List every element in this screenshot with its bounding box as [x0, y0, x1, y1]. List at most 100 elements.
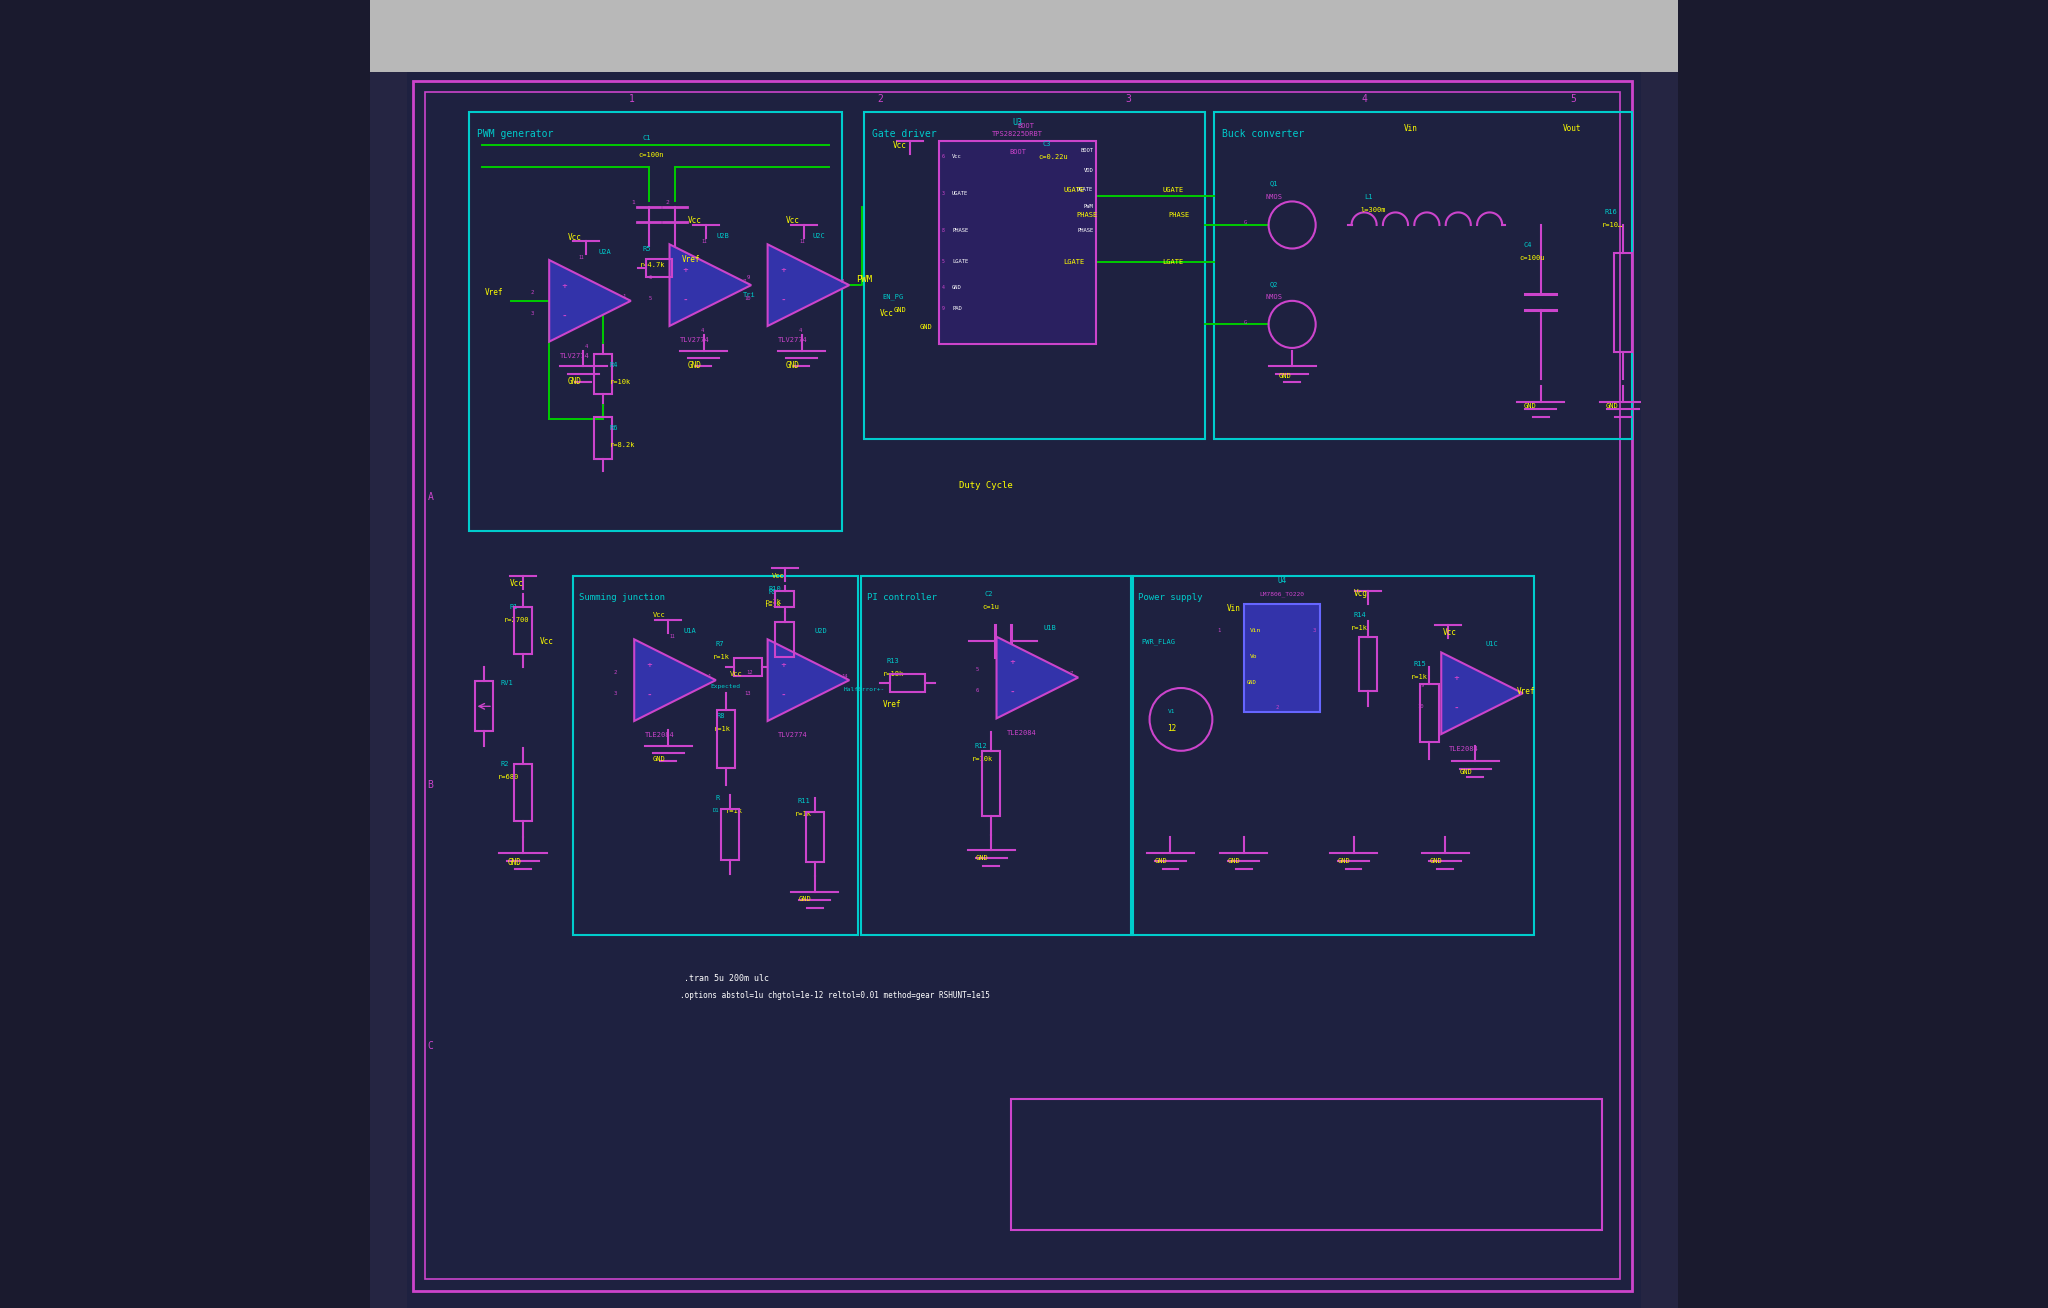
Bar — [776, 591, 795, 607]
Text: GND: GND — [1229, 858, 1241, 865]
Text: r=1k: r=1k — [766, 599, 782, 606]
Text: R15: R15 — [1413, 661, 1427, 667]
Text: 5: 5 — [1571, 94, 1577, 105]
Text: GND: GND — [786, 361, 801, 370]
Text: 8: 8 — [942, 228, 944, 233]
Bar — [776, 623, 795, 657]
Text: 8: 8 — [842, 279, 844, 284]
Text: Ellie Wright: Ellie Wright — [1026, 1117, 1108, 1127]
Text: R9: R9 — [768, 589, 778, 595]
Text: GND: GND — [508, 858, 520, 867]
Text: R4: R4 — [610, 362, 618, 369]
Text: PWM: PWM — [1083, 204, 1094, 209]
Text: R: R — [715, 795, 719, 802]
Text: GND: GND — [1606, 403, 1618, 409]
Bar — [1421, 684, 1438, 742]
Text: ⚙: ⚙ — [1657, 288, 1663, 297]
Bar — [891, 674, 926, 692]
Text: Vcc: Vcc — [567, 233, 582, 242]
Text: 1: 1 — [631, 200, 635, 205]
Text: r=1k: r=1k — [713, 654, 729, 661]
Text: TLE2084: TLE2084 — [645, 732, 674, 739]
Text: r=1k: r=1k — [1411, 674, 1427, 680]
Bar — [1243, 604, 1319, 712]
Text: UGATE: UGATE — [1163, 187, 1184, 194]
Text: 11: 11 — [700, 239, 707, 245]
Bar — [469, 112, 842, 531]
Text: C2: C2 — [985, 591, 993, 598]
Text: Vcg: Vcg — [1354, 589, 1368, 598]
Text: Vcc: Vcc — [772, 573, 784, 579]
Text: L1: L1 — [1364, 194, 1372, 200]
Text: T: T — [1657, 379, 1663, 388]
Text: GND: GND — [653, 756, 666, 763]
Text: GND: GND — [688, 361, 702, 370]
Text: ✓: ✓ — [1657, 654, 1663, 663]
Text: VDD: VDD — [1083, 167, 1094, 173]
Text: 6: 6 — [649, 275, 651, 280]
Text: 11: 11 — [670, 634, 676, 640]
Text: Vo: Vo — [1249, 654, 1257, 659]
Polygon shape — [1442, 653, 1524, 734]
Bar — [594, 354, 612, 394]
Polygon shape — [768, 245, 850, 326]
Text: Vref: Vref — [682, 255, 700, 264]
Text: +: + — [780, 662, 786, 668]
Text: R7: R7 — [715, 641, 723, 647]
Text: Expected: Expected — [711, 684, 739, 689]
Text: 3: 3 — [1126, 94, 1133, 105]
Text: 11: 11 — [799, 239, 805, 245]
Text: R14: R14 — [1354, 612, 1366, 619]
Text: PHASE: PHASE — [1077, 212, 1098, 218]
Text: R11: R11 — [799, 798, 811, 804]
Text: 2: 2 — [666, 200, 670, 205]
Polygon shape — [670, 245, 752, 326]
Text: TLV2774: TLV2774 — [680, 337, 711, 344]
Text: ≈: ≈ — [385, 647, 391, 657]
Text: R5: R5 — [643, 246, 651, 252]
Text: +: + — [561, 283, 567, 289]
Text: Vcc: Vcc — [541, 637, 553, 646]
Text: TLE2084: TLE2084 — [1450, 746, 1479, 752]
Bar — [717, 710, 735, 768]
Text: r=1k: r=1k — [795, 811, 813, 818]
Text: c=100u: c=100u — [1520, 255, 1546, 262]
Bar — [514, 764, 532, 821]
Text: 3: 3 — [612, 691, 616, 696]
Text: 9: 9 — [1421, 683, 1423, 688]
Text: ↖: ↖ — [385, 373, 391, 382]
Text: GND: GND — [1337, 858, 1352, 865]
Text: ⊡: ⊡ — [385, 1105, 391, 1114]
Text: 4: 4 — [942, 285, 944, 290]
Text: .tran 5u 200m ulc: .tran 5u 200m ulc — [684, 974, 768, 984]
Text: R8: R8 — [717, 713, 725, 719]
Text: PWR_FLAG: PWR_FLAG — [1141, 638, 1176, 645]
Text: Vcc: Vcc — [653, 612, 666, 619]
Text: ⬜ ▦ ↩ ↪  A B₂  ↺  ⊕ ⊖ ⊙ ⊙ ⊙ ⊙: ⬜ ▦ ↩ ↪ A B₂ ↺ ⊕ ⊖ ⊙ ⊙ ⊙ ⊙ — [383, 14, 565, 25]
Text: 2: 2 — [877, 94, 883, 105]
Text: GND: GND — [1155, 858, 1167, 865]
Bar — [1640, 72, 1677, 1308]
Text: RV1: RV1 — [502, 680, 514, 687]
Bar — [371, 72, 408, 1308]
Text: TLE2084: TLE2084 — [1008, 730, 1036, 736]
Bar — [860, 576, 1133, 935]
Text: R13: R13 — [887, 658, 899, 664]
Text: U2D: U2D — [815, 628, 827, 634]
Text: 4: 4 — [799, 328, 803, 334]
Text: r=1k: r=1k — [766, 602, 782, 608]
Text: 2: 2 — [530, 290, 535, 296]
Text: TLV2774: TLV2774 — [778, 337, 807, 344]
Text: Vcc: Vcc — [786, 216, 801, 225]
Text: PWM generator: PWM generator — [477, 129, 553, 140]
Text: ✂: ✂ — [385, 739, 391, 748]
Text: -: - — [1010, 688, 1014, 697]
Text: R2: R2 — [502, 761, 510, 768]
Text: U4: U4 — [1278, 576, 1286, 585]
Text: ↖: ↖ — [1657, 105, 1663, 114]
Text: -: - — [780, 691, 784, 700]
Text: 4: 4 — [584, 344, 588, 349]
Text: 7: 7 — [1069, 671, 1073, 676]
Text: 14: 14 — [842, 674, 848, 679]
Text: LGATE: LGATE — [1163, 259, 1184, 266]
